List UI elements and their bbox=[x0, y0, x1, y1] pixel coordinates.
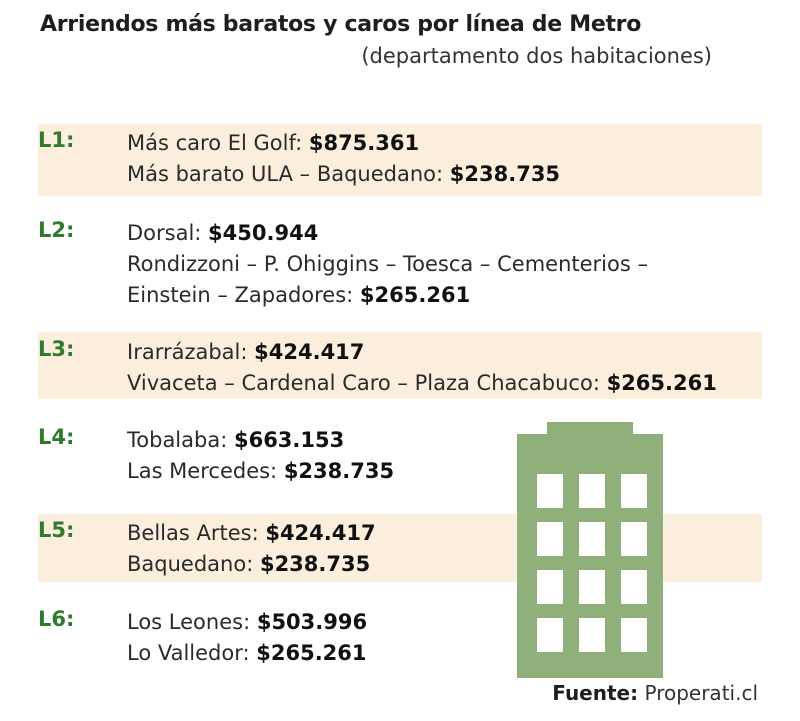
line-entries: Los Leones: $503.996 Lo Valledor: $265.2… bbox=[127, 607, 367, 669]
entry-price: $265.261 bbox=[256, 641, 367, 665]
entry-text: Tobalaba: bbox=[127, 428, 234, 452]
entry-price: $238.735 bbox=[259, 552, 371, 576]
entry: Los Leones: $503.996 bbox=[127, 607, 367, 638]
line-label: L4: bbox=[38, 425, 75, 449]
entry-price: $424.417 bbox=[254, 340, 365, 364]
entry-price: $663.153 bbox=[233, 428, 345, 452]
entry: Irarrázabal: $424.417 bbox=[127, 337, 717, 368]
entry-text: Dorsal: bbox=[127, 221, 209, 245]
line-entries: Dorsal: $450.944 Rondizzoni – P. Ohiggin… bbox=[127, 218, 648, 311]
line-label: L3: bbox=[38, 337, 75, 361]
entry-text: Einstein – Zapadores: bbox=[127, 283, 360, 307]
entry: Dorsal: $450.944 bbox=[127, 218, 648, 249]
entry-price: $875.361 bbox=[308, 131, 420, 155]
entry-price: $238.735 bbox=[449, 162, 561, 186]
line-label: L2: bbox=[38, 218, 75, 242]
infographic-title: Arriendos más baratos y caros por línea … bbox=[40, 12, 642, 37]
band-l1 bbox=[38, 124, 762, 196]
entry-text: Baquedano: bbox=[127, 552, 260, 576]
line-entries: Irarrázabal: $424.417 Vivaceta – Cardena… bbox=[127, 337, 717, 399]
line-label: L5: bbox=[38, 518, 75, 542]
entry-text: Irarrázabal: bbox=[127, 340, 255, 364]
line-label: L6: bbox=[38, 607, 75, 631]
entry-text: Lo Valledor: bbox=[127, 641, 257, 665]
entry-text: Bellas Artes: bbox=[127, 521, 266, 545]
line-entries: Tobalaba: $663.153 Las Mercedes: $238.73… bbox=[127, 425, 394, 487]
entry-price: $424.417 bbox=[265, 521, 376, 545]
line-label: L1: bbox=[38, 128, 75, 152]
entry-price: $450.944 bbox=[208, 221, 319, 245]
band-l3 bbox=[38, 332, 762, 399]
source-label: Fuente: bbox=[552, 681, 639, 705]
entry: Tobalaba: $663.153 bbox=[127, 425, 394, 456]
building-icon bbox=[517, 422, 663, 678]
entry: Más barato ULA – Baquedano: $238.735 bbox=[127, 159, 560, 190]
entry-text: Más barato ULA – Baquedano: bbox=[127, 162, 450, 186]
source-credit: Fuente: Properati.cl bbox=[552, 681, 758, 705]
source-value: Properati.cl bbox=[644, 681, 758, 705]
entry-text: Rondizzoni – P. Ohiggins – Toesca – Ceme… bbox=[127, 252, 648, 276]
entry: Lo Valledor: $265.261 bbox=[127, 638, 367, 669]
line-entries: Más caro El Golf: $875.361 Más barato UL… bbox=[127, 128, 560, 190]
entry: Las Mercedes: $238.735 bbox=[127, 456, 394, 487]
entry-price: $265.261 bbox=[359, 283, 471, 307]
infographic-subtitle: (departamento dos habitaciones) bbox=[361, 44, 712, 68]
entry: Más caro El Golf: $875.361 bbox=[127, 128, 560, 159]
entry: Rondizzoni – P. Ohiggins – Toesca – Ceme… bbox=[127, 249, 648, 280]
entry-price: $503.996 bbox=[256, 610, 368, 634]
entry-price: $265.261 bbox=[606, 371, 717, 395]
entry: Bellas Artes: $424.417 bbox=[127, 518, 376, 549]
entry-text: Los Leones: bbox=[127, 610, 257, 634]
entry-text: Vivaceta – Cardenal Caro – Plaza Chacabu… bbox=[127, 371, 607, 395]
entry-price: $238.735 bbox=[283, 459, 395, 483]
entry-text: Las Mercedes: bbox=[127, 459, 284, 483]
entry: Einstein – Zapadores: $265.261 bbox=[127, 280, 648, 311]
line-entries: Bellas Artes: $424.417 Baquedano: $238.7… bbox=[127, 518, 376, 580]
entry: Vivaceta – Cardenal Caro – Plaza Chacabu… bbox=[127, 368, 717, 399]
entry: Baquedano: $238.735 bbox=[127, 549, 376, 580]
entry-text: Más caro El Golf: bbox=[127, 131, 309, 155]
